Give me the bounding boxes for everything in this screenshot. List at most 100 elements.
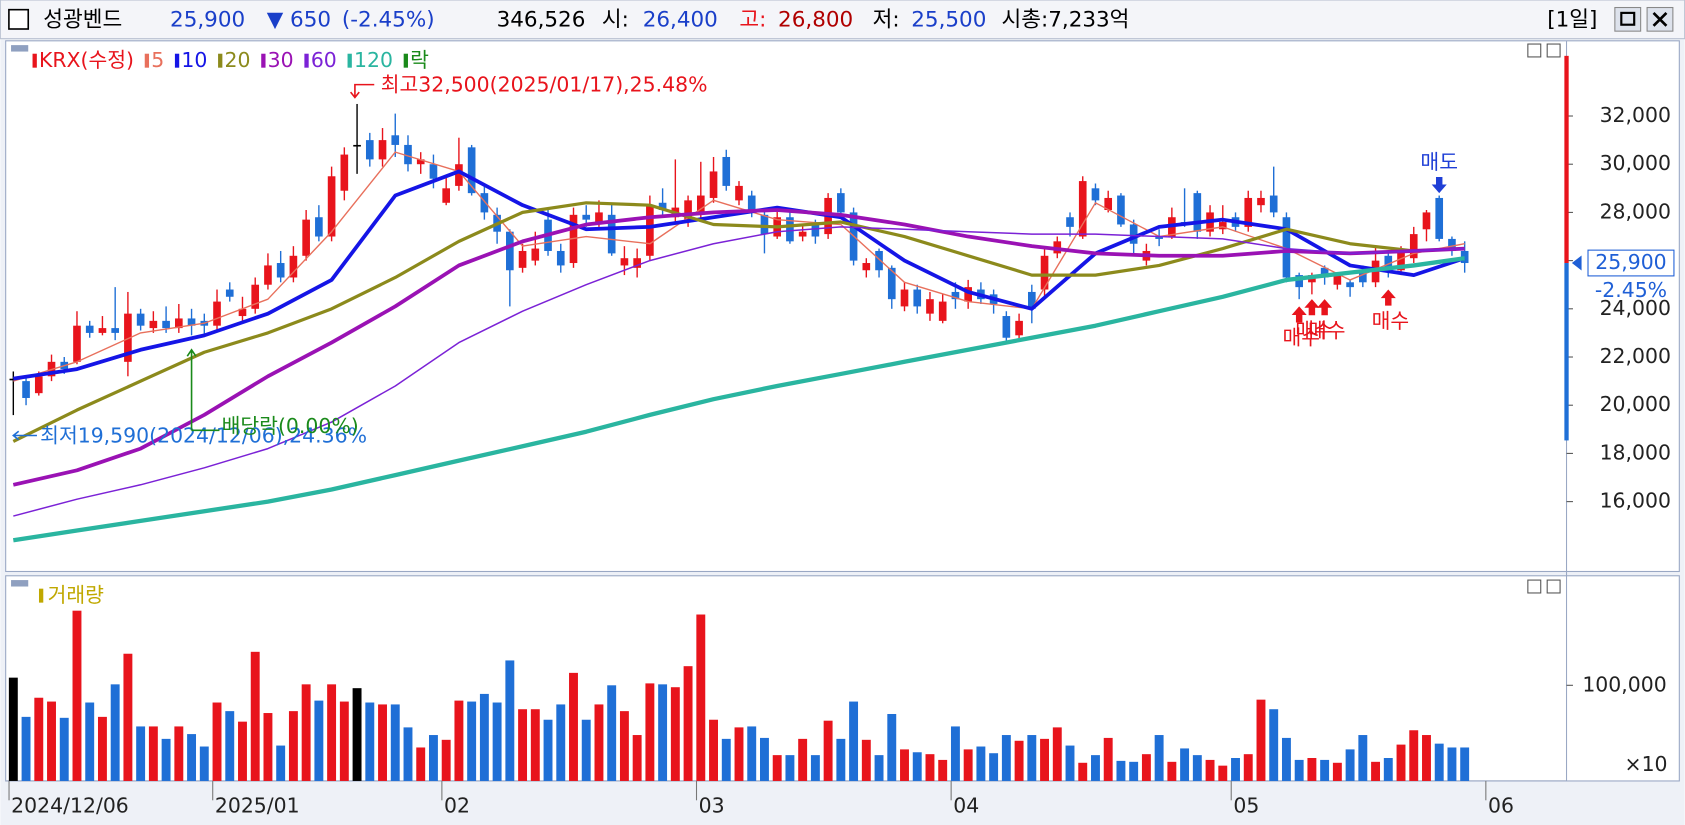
high-value: 26,800 xyxy=(778,7,853,32)
volume-bar xyxy=(187,734,197,781)
volume-bar xyxy=(1243,754,1253,781)
candle-body xyxy=(1002,316,1011,338)
volume-bar xyxy=(365,702,375,781)
ex-dividend-arrow xyxy=(186,348,220,432)
volume-bar xyxy=(1358,735,1368,781)
maximize-icon xyxy=(1620,11,1636,26)
current-marker xyxy=(1571,255,1582,271)
signal-arrow xyxy=(1380,289,1396,306)
volume-bar xyxy=(327,684,337,781)
volume-bar xyxy=(849,701,859,781)
volume-bar xyxy=(352,688,362,781)
volume-bar xyxy=(1141,754,1151,781)
candle-body xyxy=(926,299,934,314)
y-tick-label: 20,000 xyxy=(1600,392,1671,416)
candle-body xyxy=(760,214,769,235)
volume-bar xyxy=(1065,745,1075,781)
candle-body xyxy=(429,164,438,179)
maximize-button[interactable] xyxy=(1614,6,1642,32)
candle-body xyxy=(1257,197,1265,206)
volume-bar xyxy=(1192,755,1202,781)
candle-body xyxy=(136,313,145,326)
candle-body xyxy=(1397,250,1405,271)
low-label: 저: xyxy=(873,7,900,32)
candle-body xyxy=(1027,291,1036,309)
candle-body xyxy=(518,250,527,268)
candle-body xyxy=(416,159,425,165)
volume-bar xyxy=(288,711,298,781)
volume-bar xyxy=(21,716,31,781)
candle-body xyxy=(34,376,43,394)
signal-arrow xyxy=(1317,299,1333,316)
volume-bar xyxy=(670,687,680,781)
candle-body xyxy=(1117,195,1125,225)
candle-body xyxy=(327,176,336,237)
y-tick-label: 22,000 xyxy=(1600,344,1671,368)
candle-body xyxy=(1282,217,1291,278)
y-tick-label: 32,000 xyxy=(1600,103,1671,127)
candle-body xyxy=(404,144,412,165)
volume-bar xyxy=(403,727,413,781)
volume: 346,526 xyxy=(497,7,586,32)
volume-bar xyxy=(1218,765,1228,781)
volume-bar xyxy=(148,726,158,781)
signal-arrow xyxy=(1304,299,1320,316)
candle-body xyxy=(1244,197,1253,227)
volume-bar xyxy=(696,614,706,781)
volume-bar xyxy=(1040,738,1050,781)
candle-body xyxy=(22,381,30,398)
volume-bar xyxy=(199,746,209,781)
open-value: 26,400 xyxy=(643,7,718,32)
candle-body xyxy=(302,219,310,256)
volume-bar xyxy=(989,753,999,781)
signal-arrow xyxy=(1431,177,1447,194)
volume-bar xyxy=(390,704,400,781)
candle-body xyxy=(811,224,820,237)
volume-bar xyxy=(492,702,502,781)
volume-bar xyxy=(887,713,897,781)
volume-bar xyxy=(760,737,769,781)
period[interactable]: [1일] xyxy=(1547,7,1597,32)
y-tick-label: 100,000 xyxy=(1582,672,1666,696)
volume-bar xyxy=(136,726,146,781)
change: ▼ 650 xyxy=(267,7,331,32)
legend-label: 20 xyxy=(225,48,251,72)
volume-bar xyxy=(772,755,782,781)
candle-body xyxy=(798,231,807,237)
volume-bar xyxy=(1052,727,1062,781)
signal-label: 매도 xyxy=(1420,150,1458,174)
candle-body xyxy=(951,291,960,300)
legend-label: 30 xyxy=(268,48,294,72)
volume-bar xyxy=(276,745,286,781)
panel-close[interactable] xyxy=(1546,579,1561,594)
volume-bar xyxy=(85,702,95,781)
panel-restore[interactable] xyxy=(1527,43,1542,58)
signal-label: 매수 xyxy=(1295,318,1333,342)
legend-label: 60 xyxy=(311,48,337,72)
volume-bar xyxy=(1205,759,1215,781)
legend-swatch xyxy=(32,53,37,68)
volume-bar xyxy=(72,610,82,781)
candle-body xyxy=(607,214,616,254)
candle-body xyxy=(620,258,629,266)
candle-body xyxy=(1295,275,1303,288)
volume-bar xyxy=(479,693,489,781)
panel-restore[interactable] xyxy=(1527,579,1542,594)
volume-bar xyxy=(645,683,655,781)
candle-body xyxy=(1333,275,1342,285)
header-bar xyxy=(0,0,1685,40)
volume-bar xyxy=(1460,747,1470,781)
checkbox[interactable] xyxy=(8,8,30,30)
candle-body xyxy=(378,140,387,160)
volume-bar xyxy=(314,700,324,781)
volume-bar xyxy=(938,759,948,781)
ma-line xyxy=(12,208,1465,487)
volume-bar xyxy=(238,721,247,781)
panel-close[interactable] xyxy=(1546,43,1561,58)
volume-bar xyxy=(1345,749,1355,781)
candle-body xyxy=(875,250,883,271)
candle-body xyxy=(391,135,400,145)
volume-bar xyxy=(225,711,235,781)
volume-bar xyxy=(1180,748,1190,781)
